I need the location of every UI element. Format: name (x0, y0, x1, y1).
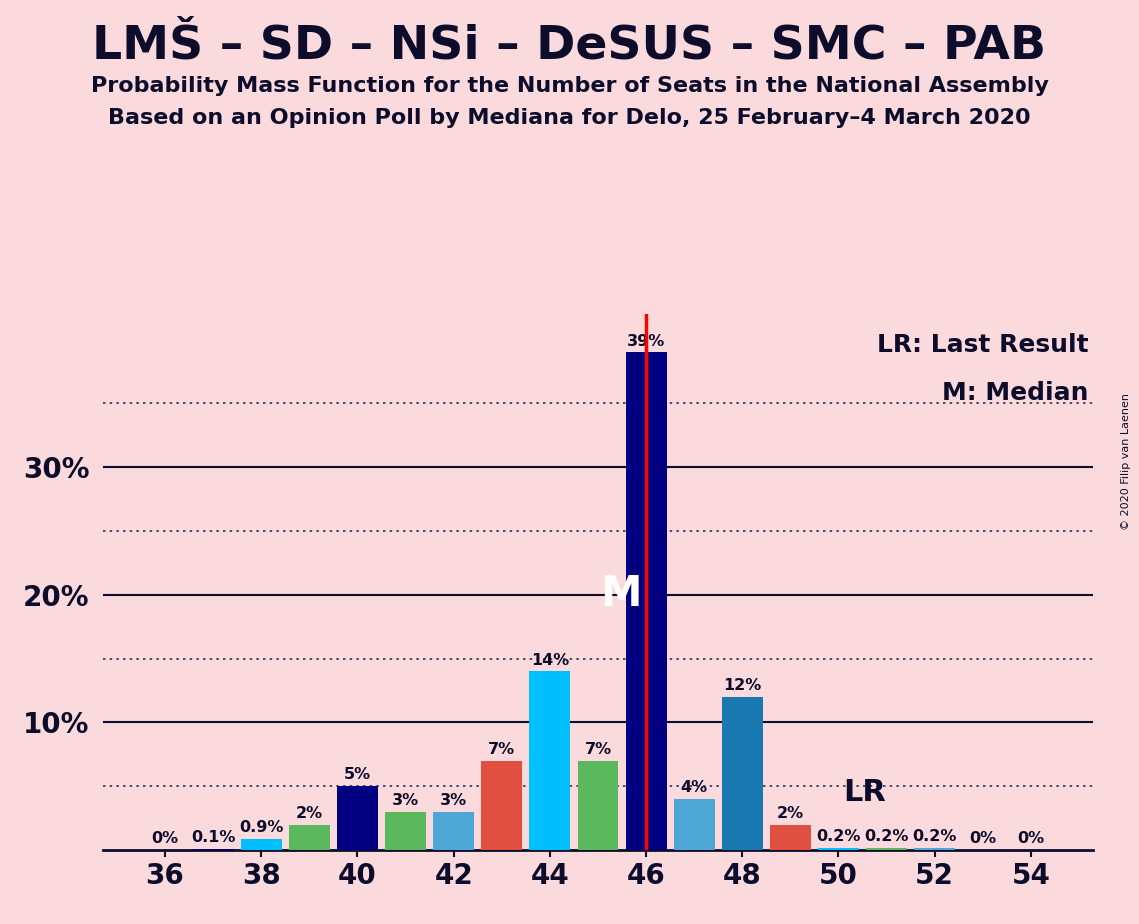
Text: Based on an Opinion Poll by Mediana for Delo, 25 February–4 March 2020: Based on an Opinion Poll by Mediana for … (108, 108, 1031, 128)
Bar (385, 812, 426, 850)
Text: 5%: 5% (344, 768, 371, 783)
Text: 0.2%: 0.2% (912, 829, 957, 844)
Bar (482, 760, 522, 850)
Text: 3%: 3% (392, 793, 419, 808)
Text: 2%: 2% (777, 806, 804, 821)
Text: LR: LR (843, 778, 886, 808)
Text: 0.9%: 0.9% (239, 820, 284, 834)
Bar (530, 672, 571, 850)
Text: © 2020 Filip van Laenen: © 2020 Filip van Laenen (1121, 394, 1131, 530)
Bar (915, 847, 956, 850)
Text: 14%: 14% (531, 652, 570, 668)
Bar (770, 824, 811, 850)
Bar (289, 824, 330, 850)
Bar (722, 697, 763, 850)
Bar (337, 786, 378, 850)
Text: Probability Mass Function for the Number of Seats in the National Assembly: Probability Mass Function for the Number… (91, 76, 1048, 96)
Text: 0%: 0% (1017, 832, 1044, 846)
Text: 7%: 7% (489, 742, 515, 757)
Text: 12%: 12% (723, 678, 761, 693)
Text: 4%: 4% (681, 780, 707, 796)
Bar (818, 847, 859, 850)
Text: 0.2%: 0.2% (817, 829, 861, 844)
Text: 0%: 0% (151, 832, 179, 846)
Text: LR: Last Result: LR: Last Result (877, 333, 1089, 357)
Bar (192, 849, 233, 850)
Text: 2%: 2% (296, 806, 323, 821)
Text: M: M (600, 573, 641, 614)
Bar (577, 760, 618, 850)
Bar (866, 847, 907, 850)
Text: 0%: 0% (969, 832, 997, 846)
Text: 0.2%: 0.2% (865, 829, 909, 844)
Bar (240, 839, 281, 850)
Text: M: Median: M: Median (942, 382, 1089, 405)
Bar (625, 352, 666, 850)
Text: 39%: 39% (626, 334, 665, 348)
Bar (433, 812, 474, 850)
Text: 7%: 7% (584, 742, 612, 757)
Bar (674, 799, 714, 850)
Text: LMŠ – SD – NSi – DeSUS – SMC – PAB: LMŠ – SD – NSi – DeSUS – SMC – PAB (92, 23, 1047, 68)
Text: 3%: 3% (440, 793, 467, 808)
Text: 0.1%: 0.1% (191, 830, 236, 845)
